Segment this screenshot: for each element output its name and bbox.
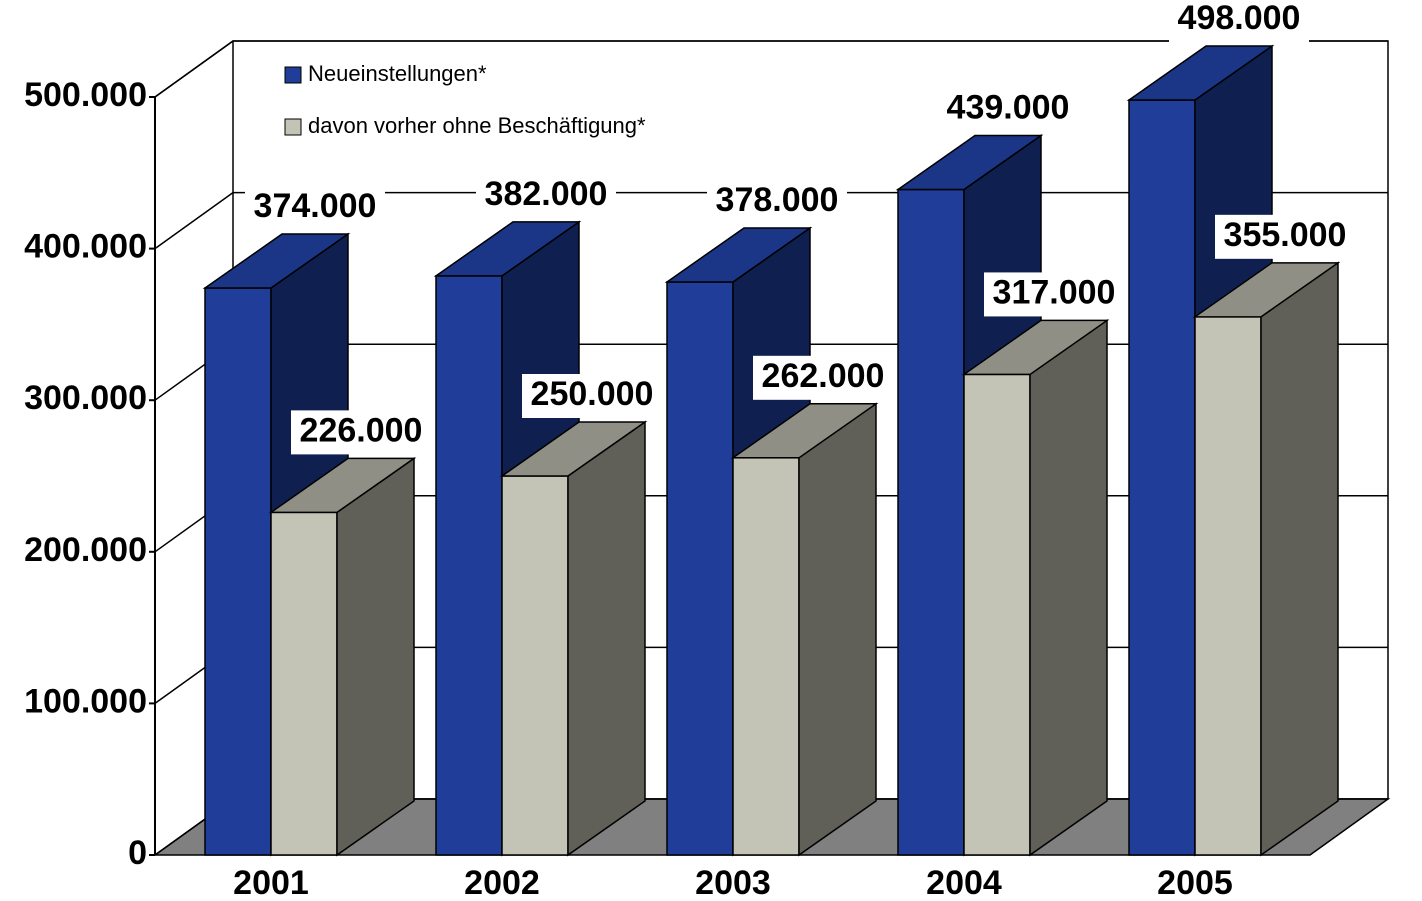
bar-top bbox=[268, 457, 417, 514]
legend-key bbox=[284, 66, 302, 84]
bar bbox=[1128, 99, 1196, 856]
bar-side bbox=[336, 456, 415, 857]
grid-line bbox=[154, 191, 234, 250]
data-label: 262.000 bbox=[762, 357, 885, 395]
bar-top bbox=[1126, 45, 1275, 101]
bar-side bbox=[567, 420, 646, 857]
data-label: 378.000 bbox=[716, 181, 839, 219]
label-bg bbox=[522, 374, 662, 418]
bar bbox=[501, 475, 569, 856]
bar bbox=[204, 287, 272, 856]
bar bbox=[666, 281, 734, 856]
data-label: 317.000 bbox=[993, 273, 1116, 311]
y-tick-label: 400.000 bbox=[24, 228, 147, 266]
x-tick-label: 2004 bbox=[926, 864, 1002, 901]
x-tick-label: 2005 bbox=[1157, 864, 1233, 901]
bar-top bbox=[1192, 262, 1341, 318]
bar-side bbox=[1260, 261, 1339, 857]
data-label: 439.000 bbox=[947, 88, 1070, 126]
label-bg bbox=[984, 272, 1124, 317]
y-tick-label: 100.000 bbox=[24, 682, 147, 720]
bar-top bbox=[202, 233, 351, 289]
label-bg bbox=[1169, 0, 1309, 43]
bar-top bbox=[664, 227, 813, 283]
x-tick-label: 2001 bbox=[233, 864, 309, 901]
label-bg bbox=[938, 87, 1078, 132]
bar-top bbox=[730, 403, 879, 459]
bar-top bbox=[433, 221, 582, 277]
bar bbox=[435, 275, 503, 856]
bar bbox=[1194, 316, 1262, 856]
legend-label: Neueinstellungen* bbox=[308, 61, 487, 86]
y-tick-label: 300.000 bbox=[24, 379, 147, 417]
legend-key bbox=[284, 118, 302, 136]
label-bg bbox=[753, 355, 893, 400]
label-bg bbox=[476, 173, 616, 218]
label-bg bbox=[707, 179, 847, 224]
label-bg bbox=[291, 410, 431, 455]
y-tick-label: 0 bbox=[128, 834, 147, 872]
y-tick-label: 500.000 bbox=[24, 76, 147, 114]
bar bbox=[897, 188, 965, 856]
data-label: 250.000 bbox=[531, 375, 654, 413]
data-label: 382.000 bbox=[485, 175, 608, 213]
data-label: 226.000 bbox=[300, 411, 423, 449]
data-label: 498.000 bbox=[1178, 0, 1301, 37]
x-tick-label: 2002 bbox=[464, 864, 540, 901]
label-bg bbox=[245, 186, 385, 231]
bar-top bbox=[895, 134, 1044, 191]
data-label: 374.000 bbox=[254, 187, 377, 225]
label-bg bbox=[1215, 214, 1355, 259]
bar-top bbox=[499, 421, 648, 477]
y-tick-label: 200.000 bbox=[24, 531, 147, 569]
bar-side bbox=[1029, 318, 1108, 857]
bar-top bbox=[961, 319, 1110, 376]
data-label: 355.000 bbox=[1224, 216, 1347, 254]
legend-label: davon vorher ohne Beschäftigung* bbox=[308, 113, 646, 138]
bar bbox=[270, 511, 338, 856]
grid-line bbox=[154, 40, 234, 98]
x-tick-label: 2003 bbox=[695, 864, 771, 901]
bar bbox=[732, 457, 800, 856]
bar-side bbox=[798, 402, 877, 857]
bar bbox=[963, 373, 1031, 856]
